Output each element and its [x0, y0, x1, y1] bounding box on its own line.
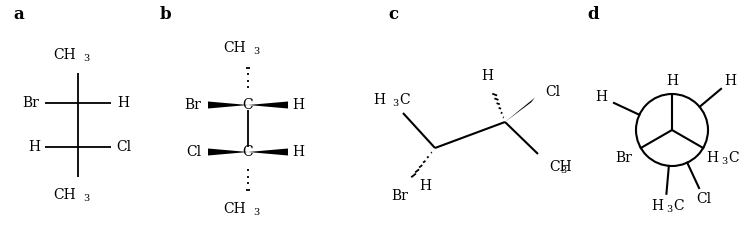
Text: c: c — [388, 5, 398, 22]
Polygon shape — [208, 102, 248, 109]
Text: C: C — [243, 98, 254, 112]
Text: H: H — [724, 74, 736, 88]
Text: Cl: Cl — [545, 85, 560, 99]
Text: C: C — [674, 199, 684, 213]
Text: H: H — [652, 199, 664, 213]
Text: CH: CH — [53, 48, 76, 62]
Text: C: C — [243, 145, 254, 159]
Text: 3: 3 — [253, 208, 260, 217]
Polygon shape — [208, 148, 248, 155]
Polygon shape — [248, 102, 288, 109]
Text: Cl: Cl — [187, 145, 202, 159]
Text: 3: 3 — [560, 166, 566, 175]
Text: H: H — [666, 74, 678, 88]
Text: 3: 3 — [83, 194, 89, 203]
Text: CH: CH — [53, 188, 76, 202]
Text: H: H — [596, 90, 608, 104]
Text: 3: 3 — [667, 205, 673, 214]
Text: Br: Br — [615, 151, 632, 165]
Text: H: H — [28, 140, 40, 154]
Polygon shape — [248, 148, 288, 155]
Text: b: b — [160, 5, 172, 22]
Text: 3: 3 — [83, 54, 89, 63]
Text: CH: CH — [549, 160, 572, 174]
Text: Br: Br — [22, 96, 40, 110]
Text: Br: Br — [184, 98, 202, 112]
Text: H: H — [706, 151, 718, 165]
Text: Cl: Cl — [116, 140, 131, 154]
Text: CH: CH — [224, 41, 246, 55]
Text: H: H — [117, 96, 129, 110]
Text: CH: CH — [224, 202, 246, 216]
Text: H: H — [292, 98, 304, 112]
Text: Cl: Cl — [697, 192, 712, 206]
Polygon shape — [505, 98, 535, 122]
Text: a: a — [13, 5, 24, 22]
Text: C: C — [728, 151, 739, 165]
Text: d: d — [587, 5, 598, 22]
Text: C: C — [399, 93, 410, 107]
Text: Br: Br — [392, 189, 409, 203]
Text: 3: 3 — [722, 157, 728, 166]
Text: H: H — [419, 179, 431, 193]
Text: H: H — [292, 145, 304, 159]
Text: H: H — [373, 93, 385, 107]
Text: 3: 3 — [392, 99, 398, 108]
Text: 3: 3 — [253, 47, 260, 56]
Text: H: H — [481, 69, 493, 83]
